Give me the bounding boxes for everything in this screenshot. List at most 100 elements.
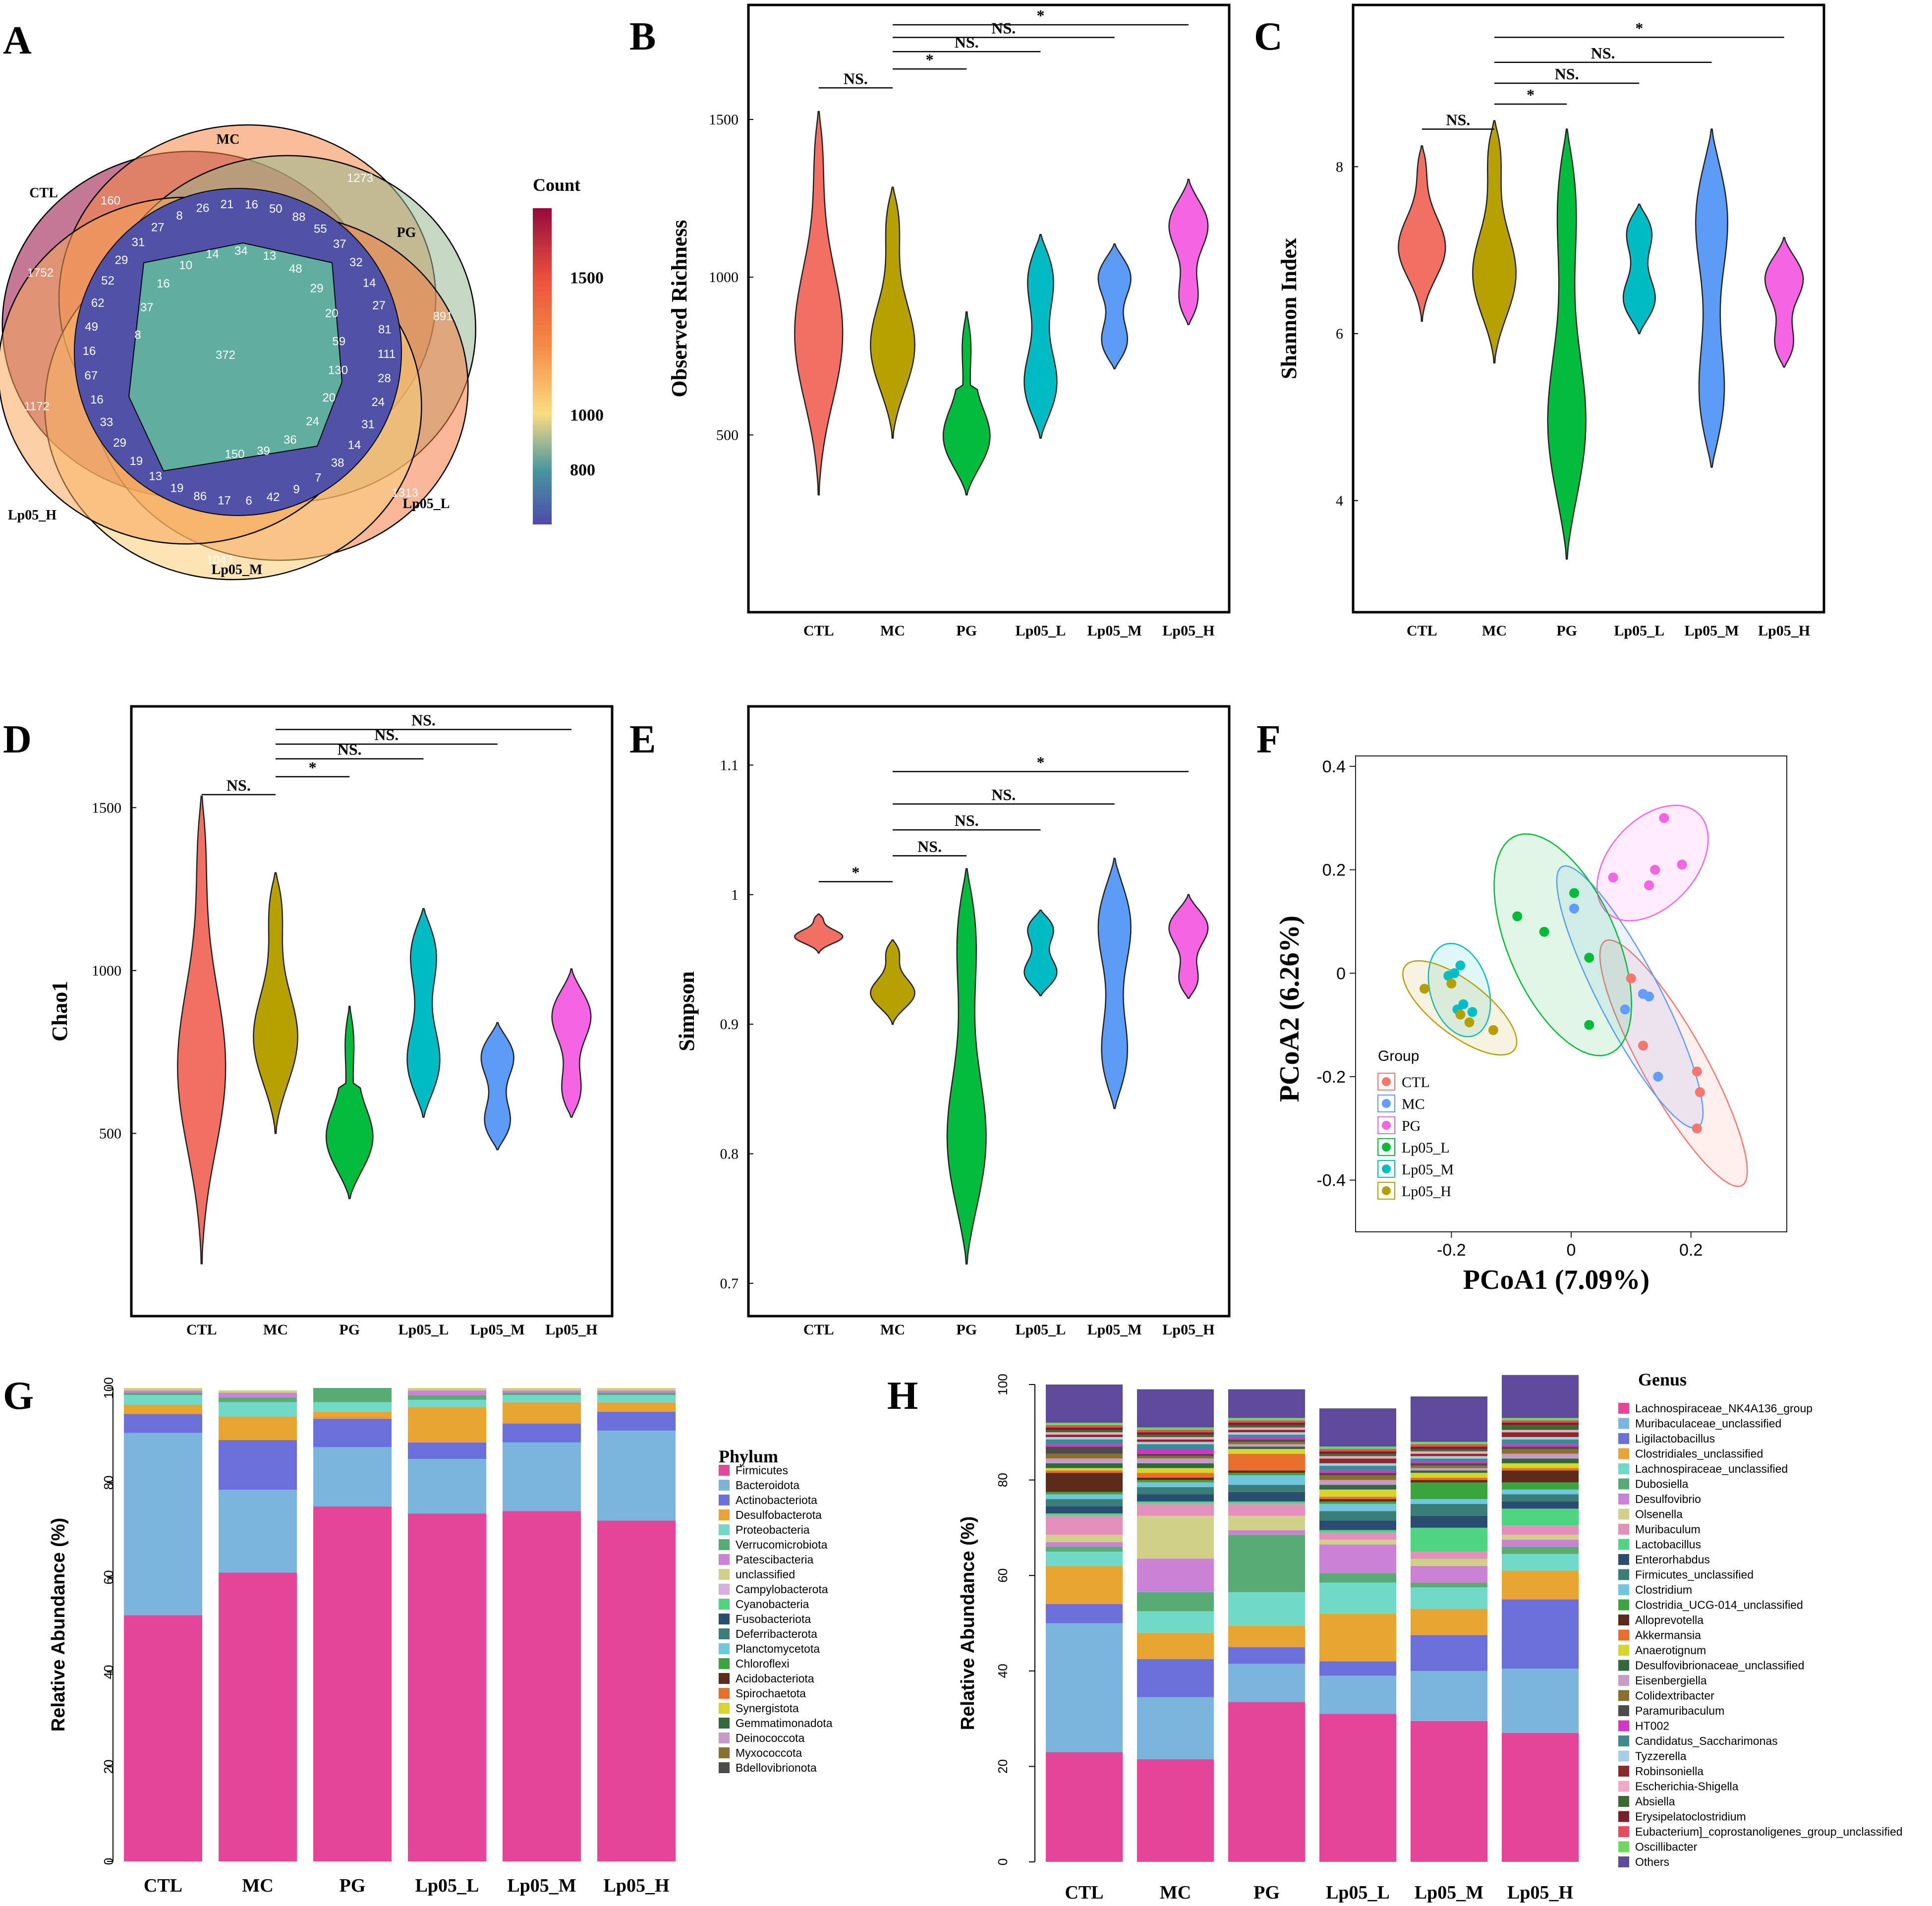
bar-segment-MC-Firmicutes bbox=[219, 1572, 297, 1861]
point-Lp05_L bbox=[1539, 926, 1549, 937]
bar-segment-Lp05_H-Enterorhabdus bbox=[1502, 1501, 1579, 1509]
legend-label: Acidobacteriota bbox=[736, 1672, 814, 1685]
bar-segment-Lp05_L-Lachnospiraceae_unclassified bbox=[1319, 1582, 1396, 1614]
point-MC bbox=[1569, 903, 1580, 914]
legend-key-dot bbox=[1382, 1077, 1391, 1086]
venn-region-count: 8 bbox=[176, 209, 182, 223]
legend-label: Oscillibacter bbox=[1635, 1841, 1698, 1853]
legend-label: CTL bbox=[1402, 1074, 1430, 1091]
bar-segment-Lp05_M-Paramuribaculum bbox=[1411, 1463, 1487, 1466]
y-tick-label: 4 bbox=[1336, 493, 1343, 509]
bar-segment-Lp05_M-unclassified bbox=[503, 1388, 581, 1390]
violin-PG bbox=[942, 311, 991, 496]
bar-segment-Lp05_L-Candidatus_Saccharimonas bbox=[1319, 1465, 1396, 1471]
venn-region-count: 86 bbox=[193, 490, 207, 503]
bar-segment-Lp05_M-Lachnospiraceae_unclassified bbox=[1411, 1587, 1487, 1609]
legend-label: Verrucomicrobiota bbox=[736, 1538, 828, 1551]
stacked-bar-panel-H: 0 20 40 60 80 100 Relative Abundance (%) CTL MC P… bbox=[958, 1370, 1903, 1903]
bar-segment-MC-Erysipelatoclostridium bbox=[1137, 1432, 1214, 1435]
violin-PG bbox=[946, 868, 987, 1265]
bar-segment-Lp05_M-Lachnospiraceae_NK4A136_group bbox=[1411, 1721, 1487, 1862]
bar-segment-CTL-Absiella bbox=[1046, 1430, 1123, 1433]
legend-swatch bbox=[1618, 1766, 1629, 1777]
bar-segment-Lp05_H-Desulfovibrionaceae_unclassified bbox=[1502, 1458, 1579, 1463]
bar-segment-Lp05_L-Escherichia-Shigella bbox=[1319, 1456, 1396, 1459]
legend-key-box bbox=[1377, 1160, 1395, 1178]
bar-segment-MC-Eisenbergiella bbox=[1137, 1458, 1214, 1463]
confidence-ellipse-Lp05_L bbox=[1493, 833, 1632, 1056]
bar-segment-PG-Lachnospiraceae_unclassified bbox=[1228, 1592, 1305, 1626]
violin-MC bbox=[870, 939, 915, 1025]
venn-region-count: 42 bbox=[267, 491, 280, 504]
venn-region-count: 50 bbox=[269, 202, 283, 216]
violin-panel-C: 4 6 8 Shannon Index CTL MC PG Lp05_L Lp05_M Lp05_… bbox=[1277, 3, 1825, 639]
point-PG bbox=[1650, 865, 1660, 875]
violin-Lp05_M bbox=[1097, 243, 1132, 369]
venn-region-count: 29 bbox=[113, 436, 126, 450]
legend-label: Bdellovibrionota bbox=[736, 1761, 817, 1774]
legend-label: Dubosiella bbox=[1635, 1478, 1689, 1491]
bar-segment-CTL-Eubacterium]_coprostanoligenes_group_unclassified bbox=[1046, 1425, 1123, 1428]
bar-segment-MC-Tyzzerella bbox=[1137, 1442, 1214, 1444]
legend-label: Robinsoniella bbox=[1635, 1765, 1704, 1778]
x-tick-label: 0 bbox=[1567, 1241, 1576, 1260]
legend-title: Group bbox=[1378, 1048, 1419, 1064]
legend-swatch bbox=[1618, 1569, 1629, 1580]
bar-segment-MC-Desulfobacterota bbox=[219, 1416, 297, 1441]
bar-segment-MC-Olsenella bbox=[1137, 1515, 1214, 1559]
legend-label: Lp05_L bbox=[1402, 1140, 1450, 1156]
stacked-bar-panels: 0 20 40 60 80 100 Relative Abundance (%) CTL MC P… bbox=[48, 1370, 1903, 1903]
legend-label: Alloprevotella bbox=[1635, 1614, 1704, 1626]
violin-Lp05_L bbox=[1023, 909, 1058, 996]
bar-segment-Lp05_L-Clostridium bbox=[1319, 1503, 1396, 1511]
x-category-label: MC bbox=[880, 1322, 905, 1338]
legend-swatch bbox=[719, 1658, 730, 1669]
y-tick-label: 0 bbox=[101, 1858, 116, 1865]
legend-swatch bbox=[1618, 1856, 1629, 1867]
legend-swatch bbox=[1618, 1705, 1629, 1716]
bar-segment-CTL-Patescibacteria bbox=[124, 1390, 202, 1393]
bar-segment-Lp05_M-Enterorhabdus bbox=[1411, 1515, 1487, 1528]
venn-set-label: PG bbox=[397, 225, 416, 240]
venn-region-count: 88 bbox=[292, 210, 306, 224]
bar-segment-MC-Firmicutes_unclassified bbox=[1137, 1487, 1214, 1495]
bar-segment-MC-Desulfovibrio bbox=[1137, 1559, 1214, 1592]
bar-segment-Lp05_L-Firmicutes bbox=[408, 1513, 486, 1861]
bar-segment-Lp05_H-Lactobacillus bbox=[1502, 1508, 1579, 1526]
legend-swatch bbox=[1618, 1584, 1629, 1595]
bar-segment-MC-Paramuribaculum bbox=[1137, 1453, 1214, 1456]
venn-region-count: 160 bbox=[101, 194, 120, 208]
bar-segment-PG-Bacteroidota bbox=[313, 1447, 392, 1506]
bar-segment-MC-Ligilactobacillus bbox=[1137, 1659, 1214, 1697]
bar-segment-Lp05_L-Actinobacteriota bbox=[408, 1442, 486, 1459]
x-category-label: PG bbox=[339, 1322, 360, 1338]
bar-segment-CTL-Erysipelatoclostridium bbox=[1046, 1427, 1123, 1430]
bar-segment-PG-Firmicutes bbox=[313, 1506, 392, 1861]
legend-swatch bbox=[1618, 1841, 1629, 1852]
bar-segment-Lp05_L-Muribaculaceae_unclassified bbox=[1319, 1675, 1396, 1714]
violin-CTL bbox=[794, 913, 844, 954]
bar-segment-Lp05_H-Clostridia_UCG-014_unclassified bbox=[1502, 1482, 1579, 1490]
venn-region-count: 1172 bbox=[24, 400, 50, 413]
y-axis-title: Observed Richness bbox=[667, 220, 691, 397]
x-category-label: Lp05_M bbox=[507, 1875, 576, 1896]
point-Lp05_L bbox=[1584, 1020, 1594, 1030]
bar-segment-MC-Lachnospiraceae_unclassified bbox=[1137, 1611, 1214, 1633]
bar-segment-Lp05_L-Colidextribacter bbox=[1319, 1475, 1396, 1480]
bar-segment-CTL-Enterorhabdus bbox=[1046, 1506, 1123, 1514]
venn-region-count: 31 bbox=[361, 418, 375, 431]
legend-label: Akkermansia bbox=[1635, 1629, 1701, 1642]
y-tick-label: 0 bbox=[995, 1858, 1010, 1865]
bar-segment-MC-Akkermansia bbox=[1137, 1473, 1214, 1478]
venn-region-count: 24 bbox=[306, 415, 319, 428]
point-Lp05_H bbox=[1464, 1017, 1475, 1028]
bar-segment-MC-Bacteroidota bbox=[219, 1490, 297, 1573]
violin-Lp05_M bbox=[1695, 128, 1728, 468]
venn-region-count: 9 bbox=[293, 483, 299, 496]
bar-segment-Lp05_H-Bacteroidota bbox=[597, 1430, 676, 1521]
legend-swatch bbox=[719, 1524, 730, 1535]
y-tick-label: 20 bbox=[995, 1759, 1010, 1774]
bar-segment-MC-Oscillibacter bbox=[1137, 1427, 1214, 1430]
bar-segment-Lp05_L-Clostridiales_unclassified bbox=[1319, 1614, 1396, 1662]
venn-region-count: 37 bbox=[333, 237, 346, 251]
